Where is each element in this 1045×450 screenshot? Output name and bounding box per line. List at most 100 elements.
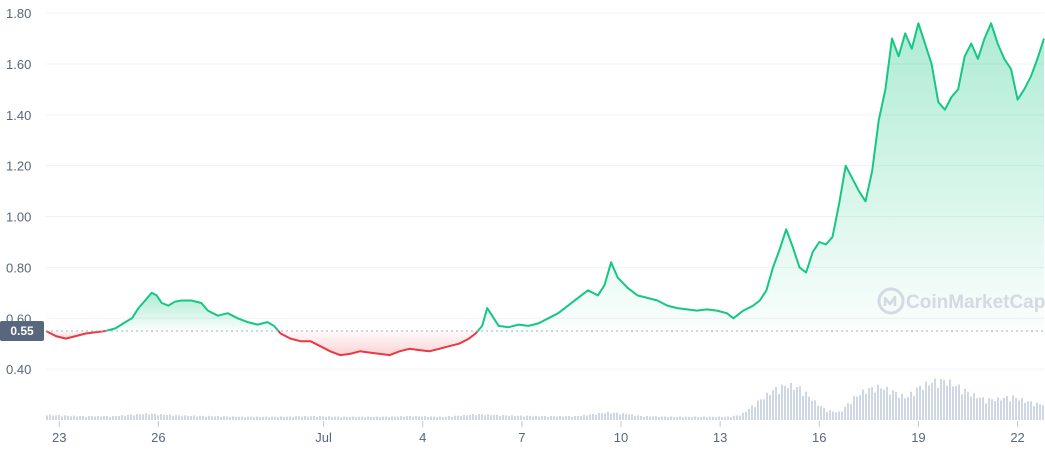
volume-bar	[430, 416, 432, 420]
volume-bar	[949, 379, 951, 420]
volume-bar	[253, 417, 255, 420]
volume-bar	[925, 381, 927, 420]
volume-bar	[421, 416, 423, 420]
volume-bar	[697, 417, 699, 420]
volume-bar	[1039, 404, 1041, 420]
volume-bar	[820, 405, 822, 420]
volume-bar	[727, 416, 729, 420]
area-above-reference	[105, 292, 279, 331]
volume-bar	[547, 416, 549, 420]
volume-bar	[1018, 400, 1020, 420]
volume-bar	[952, 386, 954, 420]
volume-bar	[76, 416, 78, 420]
volume-bar	[586, 415, 588, 420]
volume-bar	[841, 411, 843, 420]
volume-bar	[193, 415, 195, 420]
volume-bar	[271, 416, 273, 420]
volume-bar	[262, 416, 264, 420]
y-axis-ticks: 0.40 0.60 0.80 1.00 1.20 1.40 1.60 1.80	[6, 6, 31, 377]
volume-bar	[55, 415, 57, 420]
volume-bar	[382, 416, 384, 420]
volume-bar	[937, 387, 939, 420]
volume-bar	[61, 416, 63, 420]
volume-bar	[397, 416, 399, 420]
volume-bar	[118, 416, 120, 420]
volume-bar	[427, 417, 429, 420]
volume-bar	[877, 384, 879, 420]
y-tick-label: 0.40	[6, 362, 31, 377]
volume-bar	[526, 415, 528, 420]
volume-bar	[847, 403, 849, 420]
volume-bar	[631, 414, 633, 420]
volume-bar	[559, 415, 561, 420]
volume-bar	[664, 416, 666, 420]
volume-bar	[472, 414, 474, 420]
volume-bar	[163, 414, 165, 420]
volume-bar	[304, 415, 306, 420]
volume-bar	[250, 416, 252, 420]
volume-bar	[730, 417, 732, 420]
x-tick-label: 7	[518, 430, 525, 445]
volume-bar	[685, 416, 687, 420]
volume-bar	[130, 414, 132, 420]
volume-bar	[172, 415, 174, 420]
volume-bar	[961, 394, 963, 420]
volume-bar	[1030, 401, 1032, 420]
area-above-reference	[477, 23, 1044, 332]
volume-bar	[907, 397, 909, 420]
line-segment-up	[105, 291, 280, 332]
volume-bar	[904, 398, 906, 420]
volume-bar	[655, 416, 657, 420]
volume-bar	[805, 391, 807, 420]
volume-bar	[109, 416, 111, 420]
volume-bar	[751, 405, 753, 420]
volume-bar	[739, 415, 741, 420]
volume-bar	[736, 415, 738, 420]
volume-bar	[277, 417, 279, 420]
volume-bar	[166, 415, 168, 420]
y-tick-label: 0.60	[6, 311, 31, 326]
x-tick-label: 16	[812, 430, 826, 445]
volume-bar	[322, 416, 324, 420]
volume-bar	[1003, 397, 1005, 420]
volume-bar	[379, 417, 381, 420]
volume-bar	[796, 387, 798, 420]
volume-bar	[946, 385, 948, 420]
volume-bar	[463, 414, 465, 420]
volume-bar	[922, 389, 924, 420]
volume-bar	[136, 413, 138, 420]
volume-bar	[955, 385, 957, 420]
volume-bar	[646, 415, 648, 420]
volume-bar	[127, 414, 129, 420]
volume-bar	[424, 416, 426, 420]
volume-bar	[562, 416, 564, 420]
volume-bar	[772, 390, 774, 420]
x-tick-label: Jul	[315, 430, 332, 445]
volume-bar	[412, 416, 414, 420]
volume-bar	[976, 398, 978, 420]
volume-bar	[1036, 402, 1038, 420]
volume-bar	[334, 416, 336, 420]
volume-bar	[247, 416, 249, 420]
volume-bar	[499, 416, 501, 420]
volume-bar	[709, 416, 711, 420]
x-tick-label: 22	[1010, 430, 1024, 445]
volume-bar	[982, 397, 984, 420]
volume-bar	[679, 416, 681, 420]
volume-bar	[712, 416, 714, 420]
volume-bar	[217, 416, 219, 420]
volume-bar	[79, 416, 81, 420]
volume-bar	[232, 416, 234, 420]
volume-bar	[283, 416, 285, 420]
volume-bar	[520, 415, 522, 420]
volume-bar	[346, 416, 348, 420]
volume-bar	[148, 414, 150, 420]
volume-bar	[373, 417, 375, 420]
volume-bar	[187, 415, 189, 420]
volume-bar	[598, 413, 600, 420]
volume-bar	[319, 416, 321, 420]
volume-bar	[871, 387, 873, 420]
watermark: CoinMarketCap	[877, 287, 1045, 315]
volume-bar	[199, 415, 201, 420]
